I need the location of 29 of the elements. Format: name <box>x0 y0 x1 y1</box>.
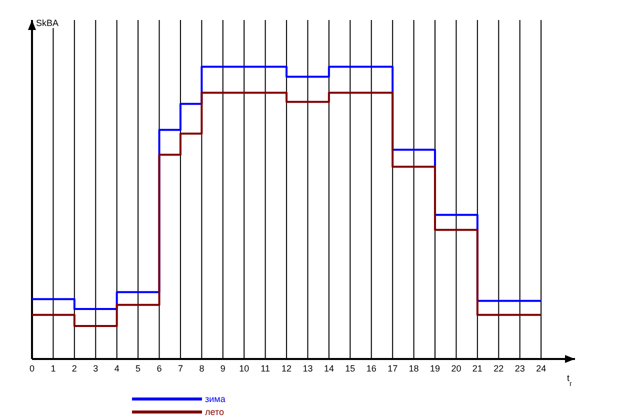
x-tick-label: 24 <box>536 363 546 374</box>
x-tick-label: 7 <box>178 363 183 374</box>
x-tick-label: 13 <box>302 363 313 374</box>
x-tick-label: 12 <box>282 363 292 374</box>
x-tick-label: 1 <box>50 363 56 374</box>
x-tick-label: 10 <box>239 363 250 374</box>
x-tick-label: 11 <box>260 363 270 374</box>
x-tick-label: 19 <box>430 363 440 374</box>
x-tick-label: 21 <box>472 363 482 374</box>
x-tick-label: 0 <box>29 363 35 374</box>
x-tick-label: 9 <box>220 363 226 374</box>
x-tick-label: 5 <box>136 363 141 374</box>
x-tick-label: 17 <box>388 363 398 374</box>
x-tick-label: 14 <box>324 363 334 374</box>
x-tick-label: 4 <box>114 363 120 374</box>
x-tick-label: 15 <box>345 363 356 374</box>
text: лето <box>205 407 224 417</box>
x-tick-label: 18 <box>408 363 419 374</box>
x-tick-label: 22 <box>494 363 504 374</box>
x-tick-label: 23 <box>514 363 525 374</box>
x-tick-label: 6 <box>156 363 162 374</box>
x-tick-label: 3 <box>93 363 98 374</box>
text: зима <box>205 394 226 404</box>
x-tick-label: 8 <box>199 363 204 374</box>
x-tick-label: 20 <box>451 363 462 374</box>
x-tick-label: 2 <box>72 363 77 374</box>
x-axis-title: t$_{г}$ <box>567 373 573 388</box>
x-tick-label: 16 <box>366 363 376 374</box>
y-axis-title: SkBA <box>36 18 59 28</box>
